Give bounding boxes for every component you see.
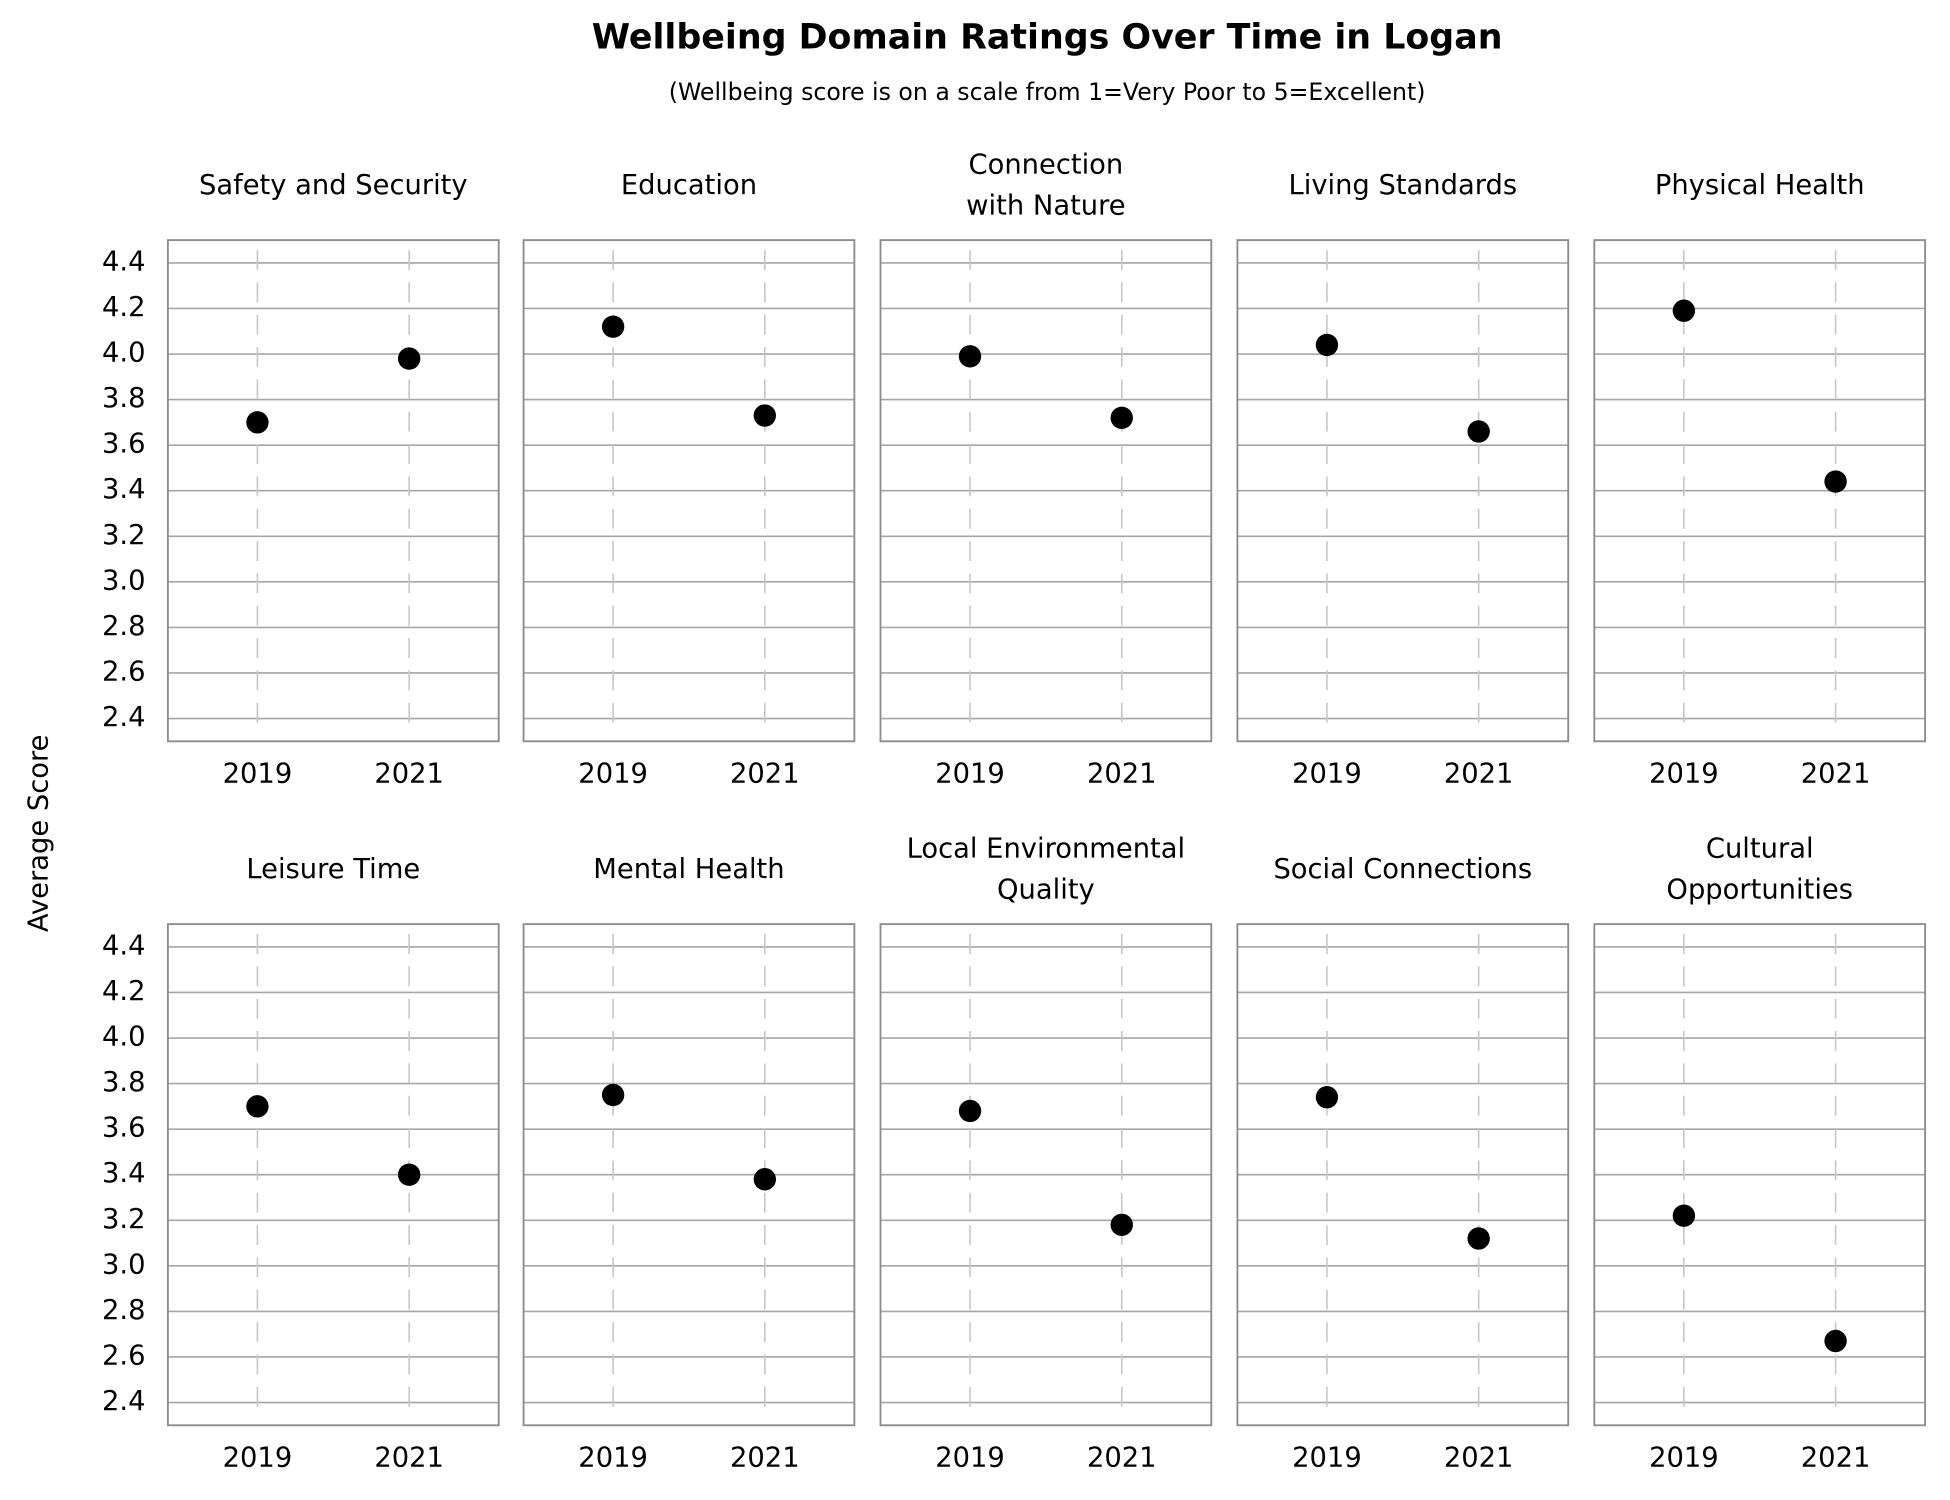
- data-point: [601, 315, 625, 338]
- x-tick-label: 2019: [1292, 1442, 1362, 1473]
- panel-title: Education: [621, 170, 757, 201]
- panel-title: Opportunities: [1666, 875, 1853, 906]
- y-tick-label: 4.4: [102, 930, 145, 961]
- panel-title: Living Standards: [1288, 170, 1517, 201]
- y-tick-label: 3.4: [102, 1158, 145, 1189]
- x-tick-label: 2019: [1292, 758, 1362, 789]
- y-axis-label: Average Score: [23, 735, 54, 933]
- panel-title: Safety and Security: [199, 170, 468, 201]
- x-tick-label: 2021: [374, 1442, 444, 1473]
- x-tick-label: 2019: [935, 758, 1005, 789]
- y-tick-label: 3.8: [102, 383, 145, 414]
- x-tick-label: 2019: [935, 1442, 1005, 1473]
- y-tick-label: 4.0: [102, 1022, 145, 1053]
- data-point: [1315, 333, 1339, 357]
- y-tick-label: 3.2: [102, 520, 145, 551]
- panel-frame: [166, 923, 500, 1427]
- y-tick-label: 3.6: [102, 1113, 145, 1144]
- x-tick-label: 2021: [1087, 758, 1157, 789]
- chart-subtitle: (Wellbeing score is on a scale from 1=Ve…: [669, 78, 1426, 106]
- data-point: [1467, 420, 1490, 443]
- panel-title: Local Environmental: [907, 834, 1186, 865]
- y-tick-label: 2.6: [102, 1340, 145, 1371]
- panel-frame: [166, 239, 500, 743]
- x-tick-label: 2019: [223, 1442, 293, 1473]
- y-tick-label: 2.8: [102, 1295, 145, 1326]
- x-tick-label: 2021: [1444, 1442, 1514, 1473]
- data-point: [753, 404, 777, 427]
- panel-frame: [1593, 923, 1927, 1427]
- data-point: [1110, 1213, 1133, 1237]
- panel-title: Leisure Time: [246, 854, 420, 885]
- data-point: [1315, 1086, 1339, 1109]
- data-point: [753, 1168, 777, 1191]
- data-point: [958, 1099, 982, 1123]
- data-point: [1110, 406, 1133, 429]
- data-point: [1672, 299, 1696, 322]
- y-tick-label: 3.0: [102, 565, 145, 596]
- y-tick-label: 4.2: [102, 292, 145, 323]
- panel-frame: [879, 239, 1213, 743]
- panel-title: Physical Health: [1655, 170, 1865, 201]
- panel-frame: [1236, 239, 1570, 743]
- panel-title: with Nature: [966, 191, 1125, 222]
- y-tick-label: 3.2: [102, 1204, 145, 1235]
- y-tick-label: 3.6: [102, 429, 145, 460]
- y-tick-label: 2.4: [102, 702, 145, 733]
- panel-title: Connection: [969, 150, 1124, 181]
- y-tick-label: 3.0: [102, 1249, 145, 1280]
- panel-frame: [879, 923, 1213, 1427]
- x-tick-label: 2021: [730, 758, 800, 789]
- x-tick-label: 2019: [223, 758, 293, 789]
- x-tick-label: 2019: [1649, 1442, 1719, 1473]
- data-point: [1467, 1227, 1490, 1250]
- panel-frame: [1236, 923, 1570, 1427]
- panel-title: Cultural: [1706, 834, 1814, 865]
- data-point: [397, 347, 421, 370]
- panel-title: Social Connections: [1273, 854, 1532, 885]
- x-tick-label: 2021: [730, 1442, 800, 1473]
- data-point: [958, 345, 982, 368]
- x-tick-label: 2021: [1801, 758, 1871, 789]
- x-tick-label: 2021: [1444, 758, 1514, 789]
- y-tick-label: 2.4: [102, 1386, 145, 1417]
- x-tick-label: 2019: [1649, 758, 1719, 789]
- data-point: [601, 1083, 625, 1107]
- panel-title: Quality: [997, 875, 1095, 906]
- x-tick-label: 2021: [1801, 1442, 1871, 1473]
- y-tick-label: 4.2: [102, 976, 145, 1007]
- y-tick-label: 4.0: [102, 338, 145, 369]
- x-tick-label: 2019: [578, 1442, 648, 1473]
- x-tick-label: 2021: [374, 758, 444, 789]
- y-tick-label: 4.4: [102, 246, 145, 277]
- panel-frame: [1593, 239, 1927, 743]
- data-point: [1672, 1204, 1696, 1227]
- panel-frame: [522, 923, 856, 1427]
- panel-title: Mental Health: [593, 854, 784, 885]
- x-tick-label: 2021: [1087, 1442, 1157, 1473]
- y-tick-label: 2.6: [102, 656, 145, 687]
- data-point: [1824, 1329, 1847, 1353]
- y-tick-label: 3.4: [102, 474, 145, 505]
- y-tick-label: 3.8: [102, 1067, 145, 1098]
- data-point: [246, 411, 269, 434]
- y-tick-label: 2.8: [102, 611, 145, 642]
- x-tick-label: 2019: [578, 758, 648, 789]
- data-point: [1824, 470, 1847, 493]
- data-point: [397, 1163, 421, 1186]
- panel-frame: [522, 239, 856, 743]
- chart-title: Wellbeing Domain Ratings Over Time in Lo…: [592, 18, 1503, 58]
- data-point: [246, 1095, 269, 1118]
